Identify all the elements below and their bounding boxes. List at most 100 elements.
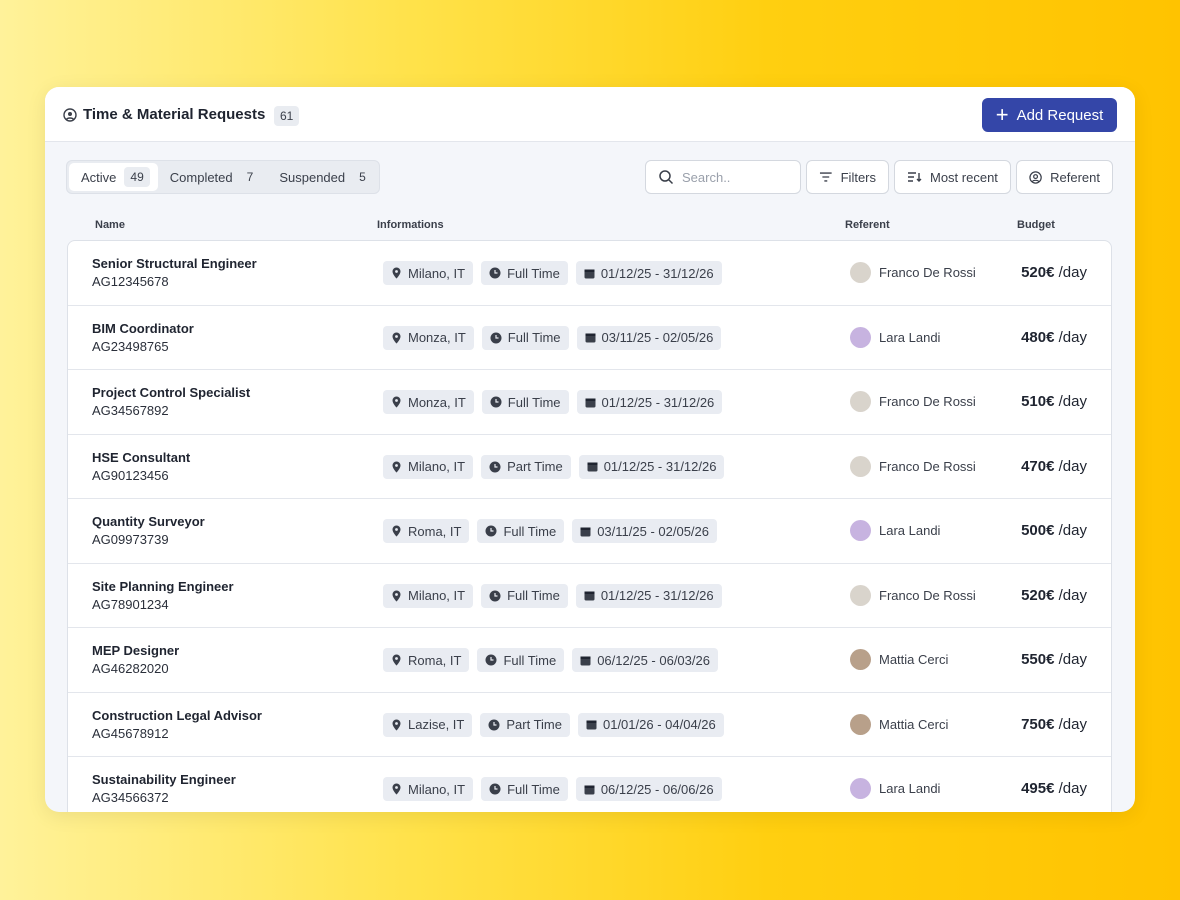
table-row[interactable]: BIM Coordinator AG23498765 Monza, IT Full T… — [68, 306, 1111, 370]
table-row[interactable]: Site Planning Engineer AG78901234 Milano, … — [68, 564, 1111, 628]
budget-amount: 520€ — [1021, 586, 1055, 604]
schedule: Full Time — [507, 781, 560, 797]
avatar — [850, 584, 871, 606]
search-icon — [659, 170, 674, 185]
request-code: AG90123456 — [92, 467, 169, 483]
location-icon — [391, 719, 402, 731]
table-row[interactable]: Project Control Specialist AG34567892 Monz… — [68, 370, 1111, 435]
add-button[interactable]: + Add Request — [982, 98, 1117, 132]
info-chip: 03/11/25 - 02/05/26 — [576, 325, 722, 350]
budget: 520€ /day — [1021, 587, 1087, 604]
info-chip: 01/12/25 - 31/12/26 — [576, 390, 723, 414]
table: Senior Structural Engineer AG12345678 Mila… — [67, 240, 1112, 812]
table-row[interactable]: Sustainability Engineer AG34566372 Milano,… — [68, 757, 1111, 812]
add-label: Add Request — [1016, 106, 1104, 124]
schedule: Full Time — [507, 394, 561, 410]
info-chips: Lazise, IT Part Time 01/01/26 - 04/04/26 — [383, 712, 724, 737]
title: Time & Material Requests — [83, 106, 266, 123]
info-chip: Milano, IT — [383, 777, 474, 801]
tab[interactable]: Active 49 — [69, 163, 158, 191]
location-icon — [391, 461, 402, 473]
tab[interactable]: Completed 7 — [158, 163, 268, 191]
info-chip: 01/12/25 - 31/12/26 — [575, 261, 722, 285]
request-code: AG46282020 — [92, 661, 169, 676]
referent: Lara Landi — [850, 778, 940, 799]
location-icon — [391, 525, 402, 537]
table-row[interactable]: MEP Designer AG46282020 Roma, IT Full Time 0… — [68, 628, 1111, 693]
info-chip: Monza, IT — [383, 325, 474, 350]
referent-name: Franco De Rossi — [879, 265, 976, 280]
location-icon — [391, 396, 402, 408]
request-name: HSE Consultant — [92, 449, 191, 465]
info-chips: Roma, IT Full Time 03/11/25 - 02/05/26 — [383, 519, 717, 543]
budget: 500€ /day — [1021, 522, 1087, 539]
count-badge: 61 — [274, 106, 300, 126]
dates-icon — [580, 655, 591, 666]
column-header: Informations — [377, 219, 444, 231]
schedule-icon — [489, 461, 501, 473]
tabs: Active 49 Completed 7 Suspended 5 — [66, 160, 380, 194]
referent-label: Referent — [1050, 169, 1100, 185]
panel-header: Time & Material Requests 61 + Add Request — [45, 87, 1135, 142]
table-row[interactable]: Quantity Surveyor AG09973739 Roma, IT Full … — [68, 499, 1111, 564]
request-name: Project Control Specialist — [92, 385, 251, 400]
info-chips: Milano, IT Full Time 06/12/25 - 06/06/26 — [383, 777, 722, 801]
header-icon — [63, 108, 77, 122]
info-chip: 01/12/25 - 31/12/26 — [575, 583, 722, 608]
location: Milano, IT — [408, 588, 466, 603]
location: Roma, IT — [408, 523, 462, 539]
avatar — [850, 520, 871, 541]
tab[interactable]: Suspended 5 — [267, 163, 379, 191]
info-chips: Monza, IT Full Time 01/12/25 - 31/12/26 — [383, 390, 723, 414]
location: Monza, IT — [408, 394, 466, 410]
filters-label: Filters — [840, 169, 876, 185]
table-row[interactable]: HSE Consultant AG90123456 Milano, IT Part T… — [68, 435, 1111, 499]
budget: 480€ /day — [1021, 329, 1087, 346]
location-icon — [391, 783, 402, 795]
budget-unit: /day — [1058, 328, 1087, 346]
location-icon — [391, 654, 402, 666]
request-name: Site Planning Engineer — [92, 578, 234, 594]
location: Milano, IT — [408, 265, 466, 281]
budget-unit: /day — [1058, 393, 1087, 410]
location: Monza, IT — [408, 330, 466, 345]
sort-button[interactable]: Most recent — [894, 160, 1011, 194]
budget: 495€ /day — [1021, 780, 1087, 797]
filters-button[interactable]: Filters — [806, 160, 889, 194]
budget-amount: 480€ — [1021, 328, 1055, 346]
budget-unit: /day — [1058, 522, 1087, 539]
dates-icon — [587, 461, 598, 472]
search-box[interactable]: Search.. — [645, 160, 801, 194]
info-chip: Milano, IT — [383, 261, 474, 285]
request-code: AG78901234 — [92, 596, 169, 612]
tab-label: Suspended — [279, 169, 346, 185]
dates: 06/12/25 - 06/03/26 — [597, 652, 710, 668]
request-name: Quantity Surveyor — [92, 514, 205, 529]
schedule: Part Time — [507, 459, 563, 474]
dates: 06/12/25 - 06/06/26 — [600, 781, 714, 797]
table-row[interactable]: Senior Structural Engineer AG12345678 Mila… — [68, 241, 1111, 306]
info-chips: Roma, IT Full Time 06/12/25 - 06/03/26 — [383, 648, 718, 672]
dates: 01/12/25 - 31/12/26 — [600, 265, 714, 281]
request-name: Construction Legal Advisor — [92, 707, 262, 723]
budget-unit: /day — [1058, 780, 1087, 797]
location: Milano, IT — [408, 781, 466, 797]
schedule-icon — [489, 590, 501, 602]
schedule: Part Time — [506, 717, 562, 732]
sort-label: Most recent — [930, 169, 998, 185]
info-chip: Full Time — [477, 648, 565, 672]
info-chips: Milano, IT Full Time 01/12/25 - 31/12/26 — [383, 583, 722, 608]
referent-button[interactable]: Referent — [1016, 160, 1113, 194]
referent: Franco De Rossi — [850, 584, 976, 606]
table-row[interactable]: Construction Legal Advisor AG45678912 Lazi… — [68, 693, 1111, 757]
info-chip: Full Time — [481, 261, 568, 285]
info-chip: Milano, IT — [383, 454, 474, 479]
referent: Franco De Rossi — [850, 455, 976, 477]
referent-name: Lara Landi — [879, 329, 941, 345]
location: Lazise, IT — [408, 717, 465, 732]
info-chip: Part Time — [481, 454, 571, 479]
info-chip: Full Time — [481, 325, 569, 350]
schedule: Full Time — [507, 588, 560, 603]
location: Roma, IT — [408, 652, 462, 668]
dates-icon — [586, 719, 597, 730]
